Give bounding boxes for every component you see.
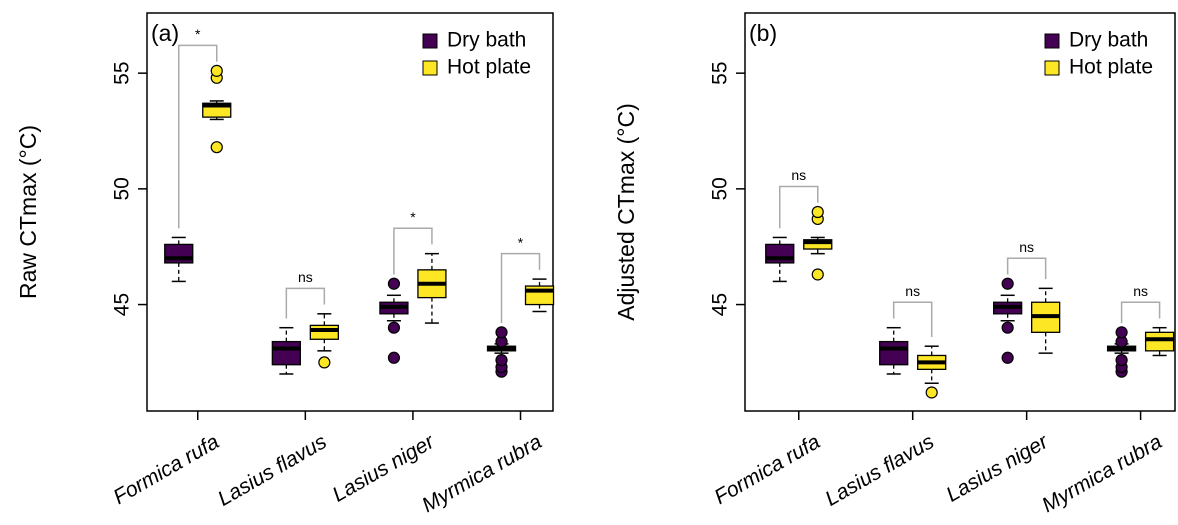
y-axis-label: Raw CTmax (°C): [15, 125, 41, 299]
bracket: [500, 252, 541, 324]
legend-swatch: [1044, 60, 1060, 76]
annotation: *: [518, 234, 524, 250]
outlier: [1001, 321, 1014, 334]
annotation: *: [410, 209, 416, 225]
panel-label: (a): [151, 20, 179, 46]
outlier: [495, 353, 508, 367]
y-tick-label: 55: [709, 61, 732, 84]
x-tick-label: Myrmica rubra: [1038, 430, 1166, 517]
box: [803, 239, 833, 250]
legend-swatch: [422, 33, 438, 49]
outlier: [387, 277, 401, 290]
legend-label: Hot plate: [447, 56, 531, 79]
plot-frame: [744, 12, 1176, 412]
bracket: [779, 185, 819, 229]
bracket: [393, 227, 433, 275]
outlier: [925, 386, 938, 399]
box: [271, 340, 301, 366]
annotation: ns: [1133, 283, 1148, 299]
outlier: [387, 321, 401, 334]
bracket: [178, 44, 218, 229]
outlier: [210, 141, 223, 154]
y-tick-label: 45: [709, 293, 732, 316]
legend-swatch: [1044, 33, 1060, 49]
y-tick-label: 45: [111, 293, 134, 316]
bracket: [892, 301, 933, 337]
bracket: [1006, 257, 1047, 280]
outlier: [811, 268, 824, 281]
panel: (a) Raw CTmax (°C) 45 50 55 Formica rufa * Lasi…: [15, 12, 555, 517]
x-tick-label: Lasius flavus: [821, 430, 938, 511]
annotation: ns: [905, 283, 920, 299]
panel: (b) Adjusted CTmax (°C) 45 50 55 Formica rufa…: [613, 12, 1176, 517]
box: [879, 340, 909, 366]
x-tick-label: Myrmica rubra: [418, 430, 546, 517]
legend-label: Dry bath: [1069, 29, 1148, 52]
annotation: ns: [1019, 239, 1034, 255]
y-axis-label: Adjusted CTmax (°C): [613, 103, 639, 321]
x-tick-label: Lasius niger: [942, 430, 1052, 507]
plot-frame: [146, 12, 554, 412]
outlier: [1115, 353, 1128, 367]
panel-label: (b): [749, 20, 777, 46]
outlier: [811, 205, 824, 219]
annotation: ns: [791, 167, 806, 183]
x-tick-label: Formica rufa: [109, 430, 223, 509]
outlier: [1001, 277, 1014, 290]
outlier: [1115, 326, 1128, 339]
legend-label: Dry bath: [447, 29, 526, 52]
x-tick-label: Formica rufa: [710, 430, 824, 509]
y-tick-label: 50: [709, 177, 732, 200]
outlier: [318, 356, 331, 369]
annotation: ns: [298, 269, 313, 285]
bracket: [285, 287, 326, 319]
outlier: [387, 351, 401, 364]
y-tick-label: 50: [111, 177, 134, 200]
legend-label: Hot plate: [1069, 56, 1153, 79]
box: [309, 324, 339, 340]
x-tick-label: Lasius flavus: [214, 430, 331, 511]
y-tick-label: 55: [111, 61, 134, 84]
outlier: [1001, 351, 1014, 364]
annotation: *: [195, 26, 201, 42]
outlier: [210, 64, 223, 77]
legend-swatch: [422, 60, 438, 76]
bracket: [1120, 301, 1161, 324]
box: [1144, 331, 1175, 352]
outlier: [495, 326, 508, 339]
